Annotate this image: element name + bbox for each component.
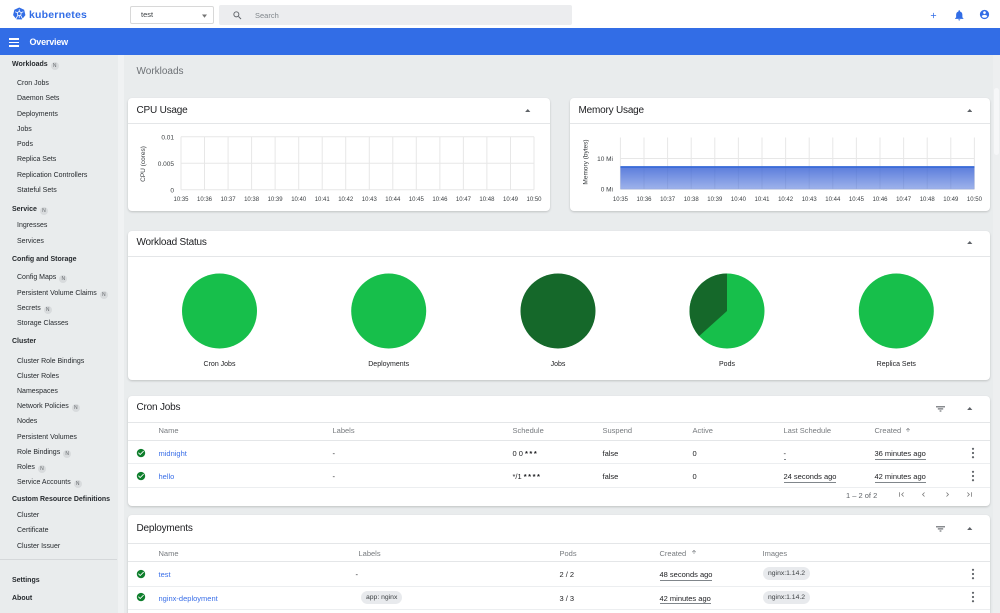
svg-text:10:42: 10:42 bbox=[778, 197, 794, 203]
svg-text:10:43: 10:43 bbox=[362, 197, 378, 203]
svg-text:10:49: 10:49 bbox=[503, 197, 519, 203]
svg-text:10:39: 10:39 bbox=[268, 197, 284, 203]
svg-text:10:37: 10:37 bbox=[221, 197, 237, 203]
svg-text:10:46: 10:46 bbox=[872, 197, 888, 203]
svg-text:10:45: 10:45 bbox=[409, 197, 425, 203]
svg-text:10:36: 10:36 bbox=[197, 197, 213, 203]
svg-text:10 Mi: 10 Mi bbox=[597, 155, 613, 162]
svg-text:10:49: 10:49 bbox=[943, 197, 959, 203]
svg-text:10:44: 10:44 bbox=[385, 197, 401, 203]
svg-text:10:38: 10:38 bbox=[684, 197, 700, 203]
svg-text:10:38: 10:38 bbox=[244, 197, 260, 203]
svg-text:10:46: 10:46 bbox=[432, 197, 448, 203]
svg-text:0 Mi: 0 Mi bbox=[601, 186, 613, 193]
svg-text:0.005: 0.005 bbox=[158, 160, 175, 167]
svg-text:10:40: 10:40 bbox=[731, 197, 747, 203]
svg-text:10:37: 10:37 bbox=[660, 197, 676, 203]
svg-text:10:43: 10:43 bbox=[802, 197, 818, 203]
svg-text:10:50: 10:50 bbox=[526, 197, 542, 203]
svg-text:CPU (cores): CPU (cores) bbox=[140, 146, 147, 182]
svg-text:10:41: 10:41 bbox=[315, 197, 331, 203]
svg-text:10:39: 10:39 bbox=[707, 197, 723, 203]
svg-text:10:35: 10:35 bbox=[173, 197, 189, 203]
svg-text:10:47: 10:47 bbox=[456, 197, 472, 203]
svg-text:0: 0 bbox=[170, 187, 174, 194]
svg-text:10:48: 10:48 bbox=[920, 197, 936, 203]
svg-text:10:47: 10:47 bbox=[896, 197, 912, 203]
svg-text:10:50: 10:50 bbox=[967, 197, 983, 203]
svg-text:10:42: 10:42 bbox=[338, 197, 354, 203]
svg-text:10:40: 10:40 bbox=[291, 197, 307, 203]
svg-text:10:41: 10:41 bbox=[754, 197, 770, 203]
svg-text:10:44: 10:44 bbox=[825, 197, 841, 203]
svg-text:0.01: 0.01 bbox=[161, 134, 174, 141]
svg-text:10:36: 10:36 bbox=[636, 197, 652, 203]
svg-text:Memory (bytes): Memory (bytes) bbox=[583, 139, 590, 184]
svg-text:10:35: 10:35 bbox=[613, 197, 629, 203]
svg-text:10:45: 10:45 bbox=[849, 197, 865, 203]
svg-text:10:48: 10:48 bbox=[479, 197, 495, 203]
